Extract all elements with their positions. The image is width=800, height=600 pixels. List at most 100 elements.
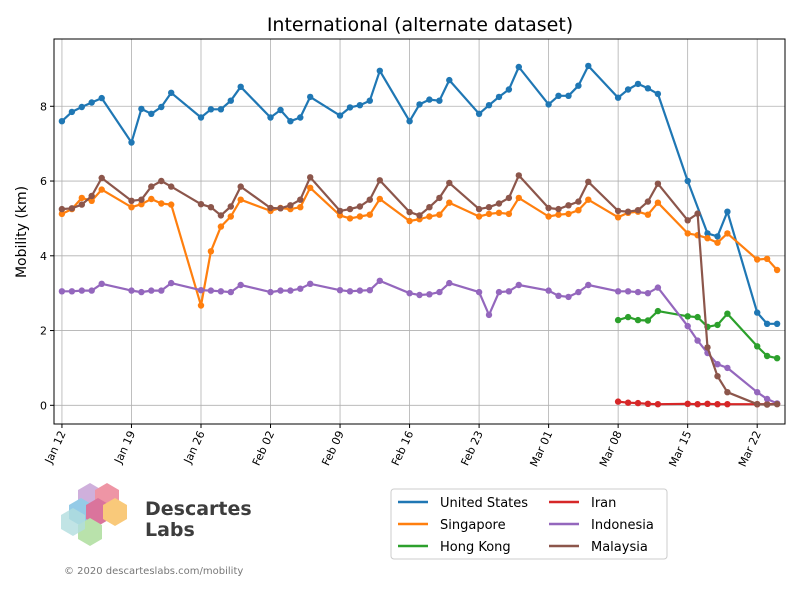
data-point bbox=[684, 400, 691, 407]
x-axis-ticks: Jan 12 Jan 19 Jan 26 Feb 02 Feb 09 Feb 16 Feb … bbox=[42, 424, 764, 469]
data-point bbox=[88, 99, 95, 106]
data-point bbox=[78, 194, 86, 202]
data-point bbox=[475, 110, 483, 118]
data-point bbox=[356, 287, 364, 294]
copyright-text: © 2020 descarteslabs.com/mobility bbox=[64, 566, 243, 577]
data-point bbox=[575, 82, 582, 89]
data-point bbox=[197, 302, 205, 309]
data-point bbox=[585, 196, 592, 203]
data-point bbox=[237, 183, 244, 190]
data-point bbox=[754, 389, 761, 396]
data-point bbox=[565, 293, 572, 301]
x-tick-label: Jan 12 bbox=[42, 429, 69, 467]
data-point bbox=[197, 201, 205, 208]
data-point bbox=[58, 205, 66, 213]
legend-label: Malaysia bbox=[591, 540, 648, 555]
grid bbox=[54, 39, 785, 424]
data-point bbox=[694, 210, 701, 217]
legend-frame bbox=[390, 488, 668, 560]
data-point bbox=[654, 307, 662, 315]
data-point bbox=[158, 287, 165, 294]
data-point bbox=[614, 207, 622, 215]
data-point bbox=[585, 62, 592, 70]
data-point bbox=[495, 93, 503, 101]
data-point bbox=[376, 67, 383, 75]
data-point bbox=[773, 266, 781, 274]
data-point bbox=[406, 290, 413, 297]
data-point bbox=[227, 203, 234, 210]
data-point bbox=[714, 233, 721, 240]
data-point bbox=[426, 96, 433, 103]
data-point bbox=[644, 85, 652, 92]
data-point bbox=[366, 196, 373, 203]
data-point bbox=[714, 401, 721, 408]
data-point bbox=[634, 399, 642, 407]
data-point bbox=[277, 205, 284, 212]
data-point bbox=[763, 352, 771, 360]
data-point bbox=[416, 212, 423, 219]
data-point bbox=[763, 395, 771, 403]
data-point bbox=[614, 288, 622, 295]
data-point bbox=[128, 197, 135, 204]
data-point bbox=[475, 288, 483, 296]
legend-item-indonesia: Indonesia bbox=[549, 518, 654, 533]
data-point bbox=[754, 256, 761, 263]
series-lines bbox=[58, 62, 781, 408]
data-point bbox=[545, 204, 552, 212]
data-point bbox=[237, 281, 244, 289]
data-point bbox=[376, 277, 383, 284]
data-point bbox=[446, 279, 453, 287]
x-tick-label: Jan 26 bbox=[181, 429, 208, 467]
data-point bbox=[585, 281, 592, 289]
data-point bbox=[168, 183, 175, 190]
data-point bbox=[614, 214, 622, 221]
data-point bbox=[287, 118, 294, 125]
series-singapore bbox=[58, 184, 781, 309]
data-point bbox=[336, 287, 344, 294]
data-point bbox=[277, 106, 284, 114]
legend-label: United States bbox=[440, 496, 528, 511]
data-point bbox=[227, 97, 234, 104]
data-point bbox=[644, 400, 652, 407]
data-point bbox=[217, 288, 225, 295]
descartes-labs-logo: Descartes Labs bbox=[61, 483, 252, 546]
data-point bbox=[436, 288, 443, 296]
data-point bbox=[485, 204, 493, 211]
data-point bbox=[644, 317, 652, 324]
data-point bbox=[684, 322, 691, 330]
data-point bbox=[197, 287, 205, 294]
y-tick-label: 8 bbox=[40, 100, 47, 113]
data-point bbox=[158, 103, 165, 111]
data-point bbox=[68, 205, 76, 212]
data-point bbox=[624, 313, 632, 321]
data-point bbox=[406, 217, 413, 225]
data-point bbox=[634, 316, 642, 324]
data-point bbox=[704, 230, 711, 237]
legend-item-malaysia: Malaysia bbox=[549, 540, 648, 555]
data-point bbox=[694, 337, 701, 344]
data-point bbox=[426, 291, 433, 298]
data-point bbox=[614, 94, 622, 101]
data-point bbox=[555, 211, 562, 218]
data-point bbox=[356, 213, 364, 220]
data-point bbox=[446, 179, 453, 187]
data-point bbox=[158, 177, 165, 185]
data-point bbox=[505, 86, 513, 93]
data-point bbox=[217, 106, 225, 113]
data-point bbox=[724, 310, 731, 317]
data-point bbox=[485, 210, 493, 218]
x-tick-label: Mar 08 bbox=[597, 429, 625, 469]
data-point bbox=[694, 401, 701, 408]
legend-label: Singapore bbox=[440, 518, 506, 533]
data-point bbox=[336, 212, 344, 219]
data-point bbox=[634, 80, 642, 88]
data-point bbox=[346, 215, 354, 222]
data-point bbox=[714, 321, 721, 329]
x-tick-label: Mar 01 bbox=[527, 429, 555, 469]
data-point bbox=[138, 196, 145, 203]
data-point bbox=[227, 213, 234, 220]
data-point bbox=[724, 208, 731, 215]
data-point bbox=[287, 202, 294, 209]
y-tick-label: 0 bbox=[40, 399, 47, 412]
data-point bbox=[475, 213, 483, 220]
